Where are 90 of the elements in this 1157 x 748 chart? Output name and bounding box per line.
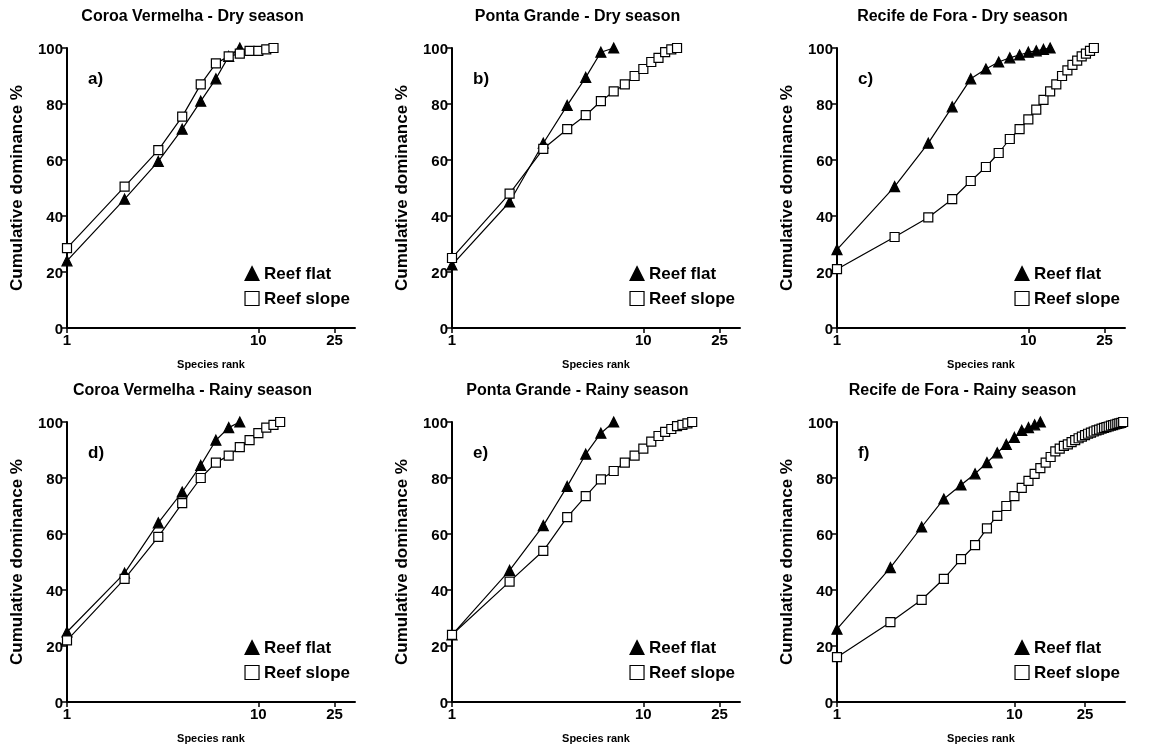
y-tick-label: 60 (431, 525, 448, 543)
y-tick-label: 0 (54, 319, 63, 337)
legend-label: Reef slope (1034, 663, 1121, 682)
x-tick-label: 25 (1076, 705, 1094, 722)
legend-label: Reef flat (264, 264, 332, 283)
x-tick-label: 10 (1006, 705, 1023, 722)
y-tick-label: 100 (422, 39, 448, 57)
y-tick-label: 0 (824, 693, 833, 711)
chart-title: Coroa Vermelha - Dry season (81, 6, 304, 24)
annotation: a) (88, 69, 104, 88)
y-tick-label: 100 (422, 413, 448, 431)
annotation: e) (473, 443, 489, 462)
y-tick-label: 60 (46, 525, 63, 543)
y-tick-label: 20 (431, 263, 448, 281)
legend-label: Reef slope (264, 663, 351, 682)
legend-label: Reef flat (1034, 264, 1102, 283)
x-axis-title: Species rank (177, 357, 246, 370)
y-axis-title: Cumulative dominance % (392, 459, 411, 665)
y-tick-label: 60 (46, 151, 63, 169)
annotation: b) (473, 69, 490, 88)
legend-label: Reef flat (264, 638, 332, 657)
legend-label: Reef slope (1034, 289, 1121, 308)
y-tick-label: 100 (37, 413, 63, 431)
x-tick-label: 10 (635, 331, 652, 348)
x-tick-label: 25 (711, 705, 728, 722)
x-axis-title: Species rank (562, 357, 631, 370)
x-tick-label: 1 (62, 331, 72, 348)
x-axis-title: Species rank (947, 731, 1016, 744)
legend-label: Reef slope (649, 663, 736, 682)
chart-title: Recife de Fora - Dry season (857, 6, 1068, 24)
x-tick-label: 1 (447, 705, 457, 722)
x-axis-title: Species rank (177, 731, 246, 744)
x-tick-label: 25 (711, 331, 728, 348)
legend-label: Reef flat (649, 638, 717, 657)
x-tick-label: 25 (326, 705, 343, 722)
chart-title: Ponta Grande - Dry season (474, 6, 681, 24)
y-tick-label: 40 (816, 207, 833, 225)
annotation: f) (858, 443, 870, 462)
y-tick-label: 40 (431, 207, 448, 225)
legend-label: Reef slope (649, 289, 736, 308)
x-tick-label: 1 (832, 705, 842, 722)
x-tick-label: 10 (250, 331, 267, 348)
y-tick-label: 80 (431, 95, 448, 113)
y-tick-label: 100 (807, 413, 833, 431)
y-tick-label: 20 (816, 637, 833, 655)
y-tick-label: 60 (431, 151, 448, 169)
chart-title: Ponta Grande - Rainy season (466, 380, 689, 398)
x-axis-title: Species rank (947, 357, 1016, 370)
y-tick-label: 20 (816, 263, 833, 281)
chart-title: Coroa Vermelha - Rainy season (72, 380, 313, 398)
y-tick-label: 40 (46, 207, 63, 225)
x-tick-label: 10 (1020, 331, 1037, 348)
annotation: c) (858, 69, 874, 88)
y-tick-label: 0 (439, 693, 448, 711)
legend-label: Reef flat (649, 264, 717, 283)
annotation: d) (88, 443, 105, 462)
x-tick-label: 1 (832, 331, 842, 348)
y-axis-title: Cumulative dominance % (7, 85, 26, 291)
x-tick-label: 10 (635, 705, 652, 722)
x-tick-label: 1 (62, 705, 72, 722)
y-tick-label: 20 (431, 637, 448, 655)
x-tick-label: 1 (447, 331, 457, 348)
x-axis-title: Species rank (562, 731, 631, 744)
y-tick-label: 40 (816, 581, 833, 599)
y-tick-label: 100 (37, 39, 63, 57)
y-tick-label: 20 (46, 637, 63, 655)
x-tick-label: 25 (326, 331, 343, 348)
y-tick-label: 40 (431, 581, 448, 599)
y-axis-title: Cumulative dominance % (777, 85, 796, 291)
chart-title: Recife de Fora - Rainy season (848, 380, 1077, 398)
y-tick-label: 60 (816, 151, 833, 169)
y-tick-label: 80 (46, 95, 63, 113)
y-tick-label: 80 (431, 469, 448, 487)
y-tick-label: 0 (439, 319, 448, 337)
y-tick-label: 0 (54, 693, 63, 711)
y-tick-label: 0 (824, 319, 833, 337)
y-tick-label: 60 (816, 525, 833, 543)
y-axis-title: Cumulative dominance % (777, 459, 796, 665)
legend-label: Reef slope (264, 289, 351, 308)
y-axis-title: Cumulative dominance % (392, 85, 411, 291)
y-tick-label: 80 (816, 469, 833, 487)
y-tick-label: 80 (816, 95, 833, 113)
y-tick-label: 40 (46, 581, 63, 599)
y-axis-title: Cumulative dominance % (7, 459, 26, 665)
x-tick-label: 25 (1096, 331, 1113, 348)
x-tick-label: 10 (250, 705, 267, 722)
legend-label: Reef flat (1034, 638, 1102, 657)
y-tick-label: 80 (46, 469, 63, 487)
y-tick-label: 100 (807, 39, 833, 57)
y-tick-label: 20 (46, 263, 63, 281)
